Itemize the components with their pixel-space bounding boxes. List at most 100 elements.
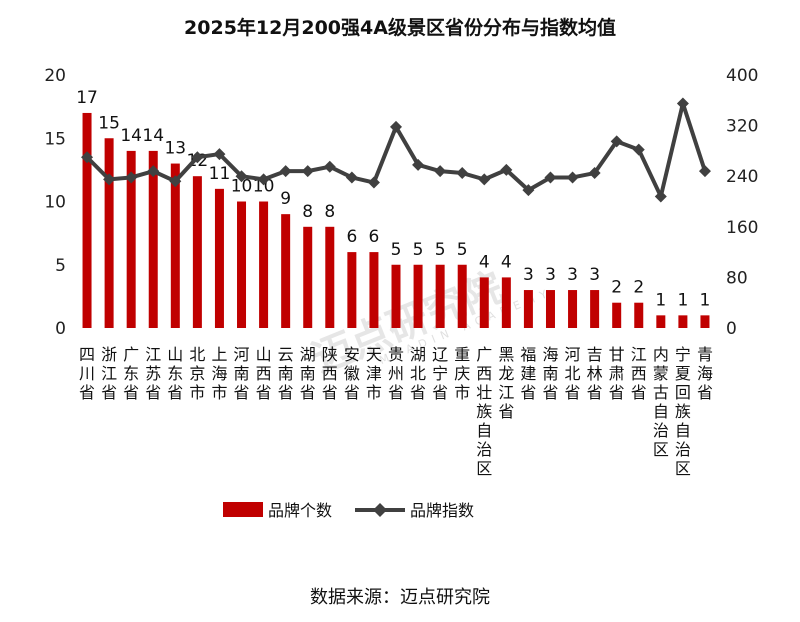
bar — [523, 290, 533, 328]
bar-value-label: 5 — [435, 240, 446, 260]
left-tick-label: 15 — [44, 129, 66, 149]
line-point — [191, 151, 204, 164]
bar-value-label: 1 — [677, 290, 688, 310]
line-point — [610, 135, 623, 148]
category-label: 安徽省 — [344, 345, 360, 402]
right-tick-label: 240 — [726, 167, 758, 187]
category-label: 黑龙江省 — [498, 345, 514, 421]
bar-value-label: 10 — [231, 177, 253, 197]
bar — [501, 277, 511, 328]
line-point — [522, 184, 535, 197]
category-labels: 四川省浙江省广东省江苏省山东省北京市上海市河南省山西省云南省湖南省陕西省安徽省天… — [79, 345, 713, 478]
legend-line-marker — [373, 503, 387, 517]
line-series — [81, 97, 711, 203]
bar — [170, 163, 180, 328]
line-point — [103, 173, 116, 186]
bar — [237, 201, 247, 328]
category-label: 重庆市 — [454, 345, 470, 402]
line-point — [301, 165, 314, 178]
line-point — [654, 190, 667, 203]
category-label: 内蒙古自治区 — [653, 345, 669, 459]
line-point — [698, 165, 711, 178]
line-point — [169, 175, 182, 188]
bar-value-label: 2 — [633, 278, 644, 298]
bar-value-label: 11 — [209, 164, 231, 184]
bar — [413, 264, 423, 328]
line-point — [257, 173, 270, 186]
bar — [568, 290, 578, 328]
bar — [192, 176, 202, 328]
bar-value-label: 3 — [545, 265, 556, 285]
line-point — [456, 167, 469, 180]
bar-value-label: 5 — [457, 240, 468, 260]
bar-value-label: 2 — [611, 278, 622, 298]
line-point — [500, 163, 513, 176]
category-label: 河南省 — [234, 345, 250, 402]
source-text: 数据来源：迈点研究院 — [310, 587, 490, 608]
legend: 品牌个数 品牌指数 — [223, 501, 474, 520]
category-label: 湖南省 — [300, 345, 316, 402]
category-label: 福建省 — [520, 345, 536, 402]
left-tick-label: 0 — [55, 319, 66, 339]
legend-bar-swatch — [223, 502, 263, 517]
bar-value-label: 6 — [369, 227, 380, 247]
legend-bar-label: 品牌个数 — [268, 501, 332, 520]
right-y-axis: 0 80 160 240 320 400 — [726, 66, 758, 339]
line-point — [235, 170, 248, 183]
bar — [590, 290, 600, 328]
bar-value-label: 9 — [280, 189, 291, 209]
bar-value-label: 6 — [346, 227, 357, 247]
line-point — [81, 151, 94, 164]
category-label: 海南省 — [542, 345, 558, 402]
bar — [479, 277, 489, 328]
line-point — [125, 171, 138, 184]
line-point — [147, 165, 160, 178]
bar-value-label: 14 — [120, 126, 142, 146]
line-point — [434, 165, 447, 178]
category-label: 山东省 — [167, 345, 183, 402]
line-point — [345, 171, 358, 184]
bar — [700, 315, 710, 328]
category-label: 辽宁省 — [432, 345, 448, 402]
category-label: 湖北省 — [410, 345, 426, 402]
bar-value-label: 8 — [302, 202, 313, 222]
bar — [347, 252, 357, 328]
category-label: 河北省 — [565, 345, 581, 402]
chart-title: 2025年12月200强4A级景区省份分布与指数均值 — [184, 16, 616, 39]
bar-value-label: 14 — [142, 126, 164, 146]
bar — [634, 302, 644, 328]
legend-line-label: 品牌指数 — [410, 501, 474, 520]
category-label: 浙江省 — [101, 345, 117, 402]
bar — [391, 264, 401, 328]
right-tick-label: 320 — [726, 117, 758, 137]
line-point — [632, 143, 645, 156]
bar — [281, 214, 291, 328]
line-point — [478, 173, 491, 186]
bar-value-label: 8 — [324, 202, 335, 222]
line-point — [367, 176, 380, 189]
category-label: 贵州省 — [388, 345, 404, 402]
line-point — [544, 171, 557, 184]
bar-value-label: 5 — [413, 240, 424, 260]
bar — [82, 112, 92, 328]
line-point — [566, 171, 579, 184]
category-label: 山西省 — [256, 345, 272, 402]
line-point — [412, 158, 425, 171]
category-label: 江苏省 — [145, 345, 161, 402]
bar — [126, 150, 136, 328]
right-tick-label: 80 — [726, 268, 748, 288]
bar-value-label: 3 — [567, 265, 578, 285]
left-tick-label: 20 — [44, 66, 66, 86]
bar — [457, 264, 467, 328]
left-tick-label: 5 — [55, 256, 66, 276]
left-tick-label: 10 — [44, 193, 66, 213]
category-label: 甘肃省 — [609, 345, 625, 402]
bar — [259, 201, 269, 328]
line-point — [390, 120, 402, 133]
bar — [678, 315, 688, 328]
bar-value-label: 4 — [479, 252, 490, 272]
bar-value-label: 5 — [391, 240, 402, 260]
bar — [656, 315, 666, 328]
line-point — [213, 148, 226, 161]
